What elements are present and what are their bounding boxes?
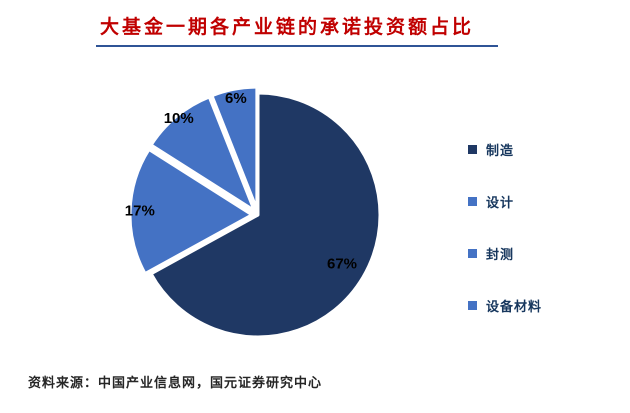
- legend-label: 制造: [486, 143, 515, 158]
- title-underline: [96, 45, 498, 47]
- legend-swatch-icon: [468, 145, 477, 154]
- chart-title: 大基金一期各产业链的承诺投资额占比: [100, 17, 475, 38]
- pie-percent-label: 17%: [125, 202, 155, 219]
- legend-item-manufacturing: 制造: [468, 140, 542, 159]
- pie-slice-设备材料: [210, 85, 259, 211]
- pie-chart: 67% 17% 10% 6%: [125, 85, 382, 339]
- legend-label: 设备材料: [486, 299, 543, 314]
- legend: 制造 设计 封测 设备材料: [468, 140, 542, 315]
- pie-percent-label: 6%: [225, 90, 247, 107]
- pie-slice-封测: [149, 95, 256, 212]
- legend-swatch-icon: [468, 249, 477, 258]
- source-note: 资料来源：中国产业信息网，国元证券研究中心: [28, 375, 323, 390]
- legend-item-equipment-materials: 设备材料: [468, 296, 542, 315]
- legend-item-packaging-testing: 封测: [468, 244, 542, 263]
- pie-slice-制造: [149, 91, 382, 339]
- legend-swatch-icon: [468, 197, 477, 206]
- legend-label: 封测: [486, 247, 515, 262]
- pie-slice-设计: [128, 147, 254, 276]
- pie-percent-label: 67%: [327, 256, 357, 273]
- pie-percent-label: 10%: [164, 110, 194, 127]
- legend-label: 设计: [486, 195, 515, 210]
- legend-swatch-icon: [468, 301, 477, 310]
- legend-item-design: 设计: [468, 192, 542, 211]
